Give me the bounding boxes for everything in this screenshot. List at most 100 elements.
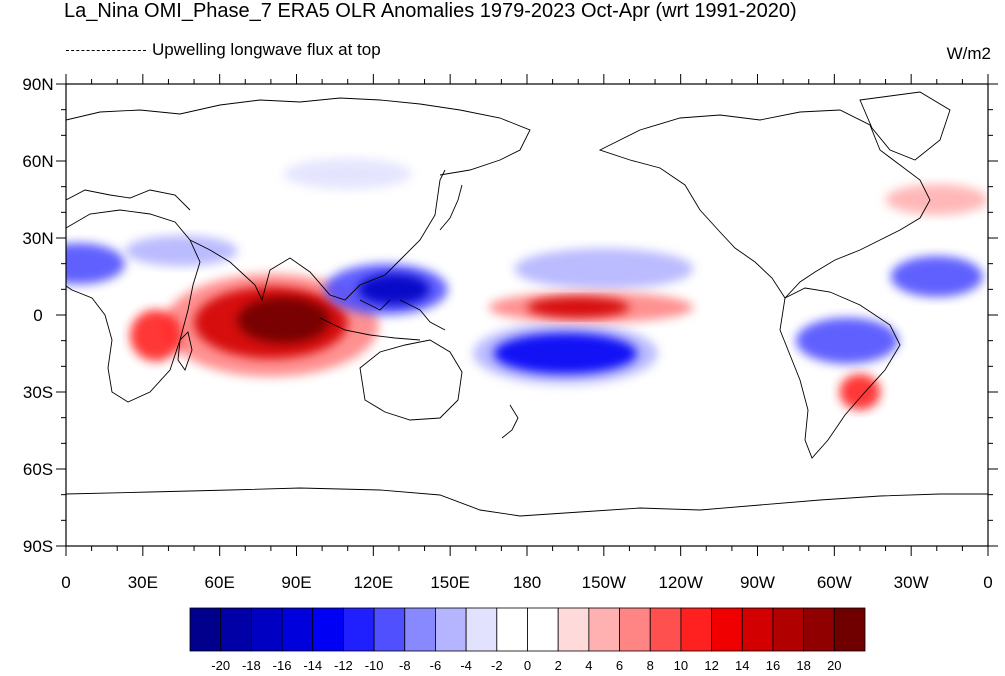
colorbar-label: -12 xyxy=(334,658,353,673)
colorbar-swatch xyxy=(496,607,528,652)
colorbar-label: -8 xyxy=(399,658,411,673)
colorbar-swatch xyxy=(281,607,314,652)
lat-tick-label: 30N xyxy=(22,229,53,248)
coastline-japan xyxy=(439,184,463,231)
coastline-greenland xyxy=(859,91,951,161)
lon-tick-label: 90W xyxy=(740,573,775,592)
coastline-asia-south xyxy=(189,169,446,302)
colorbar-label: 10 xyxy=(674,658,688,673)
colorbar-label: 4 xyxy=(585,658,592,673)
colorbar-swatch xyxy=(557,607,590,652)
dashed-line-legend-icon xyxy=(66,50,146,51)
anomaly-maritime-continent-negative-core xyxy=(357,273,430,305)
colorbar-swatch xyxy=(711,607,743,652)
coastline-madagascar xyxy=(177,331,193,371)
anomaly-west-africa-negative xyxy=(66,243,125,285)
colorbar-label: -4 xyxy=(460,658,472,673)
colorbar: -20 -18 -16 -14 -12 -10 -8 -6 -4 -2 0 2 4 6 8 10 12 14 16 1… xyxy=(189,607,866,673)
coastline-europe xyxy=(66,189,191,211)
colorbar-swatch xyxy=(435,607,467,652)
colorbar-swatch xyxy=(527,607,559,652)
colorbar-label: 8 xyxy=(647,658,654,673)
lat-tick-label: 60N xyxy=(22,152,53,171)
anomaly-eurasia-negative xyxy=(283,158,412,190)
lon-tick-label: 0 xyxy=(983,573,992,592)
lon-tick-label: 30E xyxy=(128,573,158,592)
colorbar-swatch xyxy=(465,607,498,652)
colorbar-swatch xyxy=(833,607,866,652)
axis-ticks xyxy=(56,74,998,556)
coastline-north-america xyxy=(598,109,931,299)
colorbar-swatch xyxy=(250,607,283,652)
lon-tick-label: 150E xyxy=(430,573,470,592)
coastlines xyxy=(66,91,988,517)
anomaly-subtropical-pacific-negative xyxy=(514,248,694,290)
colorbar-swatch xyxy=(343,607,375,652)
colorbar-label: 18 xyxy=(796,658,810,673)
lat-tick-label: 90N xyxy=(22,75,53,94)
colorbar-swatch xyxy=(803,607,835,652)
units-label: W/m2 xyxy=(946,44,991,63)
colorbar-swatch xyxy=(220,607,252,652)
colorbar-label: -2 xyxy=(491,658,503,673)
lon-tick-label: 180 xyxy=(513,573,541,592)
lat-tick-label: 90S xyxy=(23,537,53,556)
colorbar-swatch xyxy=(312,607,344,652)
coastline-south-america xyxy=(779,287,901,459)
anomaly-east-africa-positive xyxy=(130,309,182,362)
lon-tick-label: 60E xyxy=(205,573,235,592)
anomaly-indian-ocean-positive-core xyxy=(237,297,330,344)
colorbar-label: -6 xyxy=(430,658,442,673)
colorbar-label: 0 xyxy=(524,658,531,673)
coastline-new-zealand xyxy=(501,404,519,439)
coastline-africa xyxy=(66,209,201,403)
colorbar-label: -16 xyxy=(273,658,292,673)
anomaly-south-america-positive xyxy=(839,374,881,410)
lat-tick-label: 0 xyxy=(33,306,42,325)
anomaly-central-pacific-positive-core xyxy=(527,297,630,318)
colorbar-swatch xyxy=(189,607,222,652)
colorbar-swatch xyxy=(680,607,712,652)
coastline-australia xyxy=(359,339,463,421)
colorbar-label: -14 xyxy=(303,658,322,673)
colorbar-swatch xyxy=(404,607,436,652)
lat-tick-label: 60S xyxy=(23,460,53,479)
coastline-antarctica xyxy=(66,487,988,517)
colorbar-swatch xyxy=(373,607,406,652)
lon-tick-label: 30W xyxy=(894,573,929,592)
coastline-indonesia xyxy=(319,299,446,341)
longitude-tick-labels: 0 30E 60E 90E 120E 150E 180 150W 120W 90W 60W 30W 0 xyxy=(61,573,992,592)
colorbar-label: 16 xyxy=(766,658,780,673)
lon-tick-label: 90E xyxy=(281,573,311,592)
anomaly-arabia-negative xyxy=(124,235,238,267)
latitude-tick-labels: 90N 60N 30N 0 30S 60S 90S xyxy=(22,75,53,556)
colorbar-label: 2 xyxy=(555,658,562,673)
colorbar-swatch xyxy=(619,607,651,652)
olr-anomaly-field xyxy=(66,158,988,410)
lon-tick-label: 120W xyxy=(658,573,702,592)
lat-tick-label: 30S xyxy=(23,383,53,402)
anomaly-spcz-negative xyxy=(493,332,638,375)
colorbar-swatch xyxy=(741,607,774,652)
colorbar-label: 14 xyxy=(735,658,749,673)
colorbar-label: -20 xyxy=(211,658,230,673)
colorbar-label: 6 xyxy=(616,658,623,673)
lon-tick-label: 60W xyxy=(817,573,852,592)
coastline-eurasia-north xyxy=(66,97,531,176)
anomaly-atlantic-negative xyxy=(890,255,983,298)
colorbar-label: 12 xyxy=(704,658,718,673)
colorbar-swatch xyxy=(588,607,620,652)
colorbar-swatch xyxy=(649,607,682,652)
lon-tick-label: 120E xyxy=(353,573,393,592)
lon-tick-label: 150W xyxy=(582,573,626,592)
colorbar-swatch xyxy=(772,607,805,652)
colorbar-label: 20 xyxy=(827,658,841,673)
colorbar-label: -18 xyxy=(242,658,261,673)
colorbar-label: -10 xyxy=(365,658,384,673)
anomaly-amazon-negative xyxy=(795,317,899,364)
plot-title: La_Nina OMI_Phase_7 ERA5 OLR Anomalies 1… xyxy=(64,0,797,22)
anomaly-north-atlantic-positive xyxy=(885,184,988,215)
plot-subtitle: Upwelling longwave flux at top xyxy=(152,40,381,59)
lon-tick-label: 0 xyxy=(61,573,70,592)
